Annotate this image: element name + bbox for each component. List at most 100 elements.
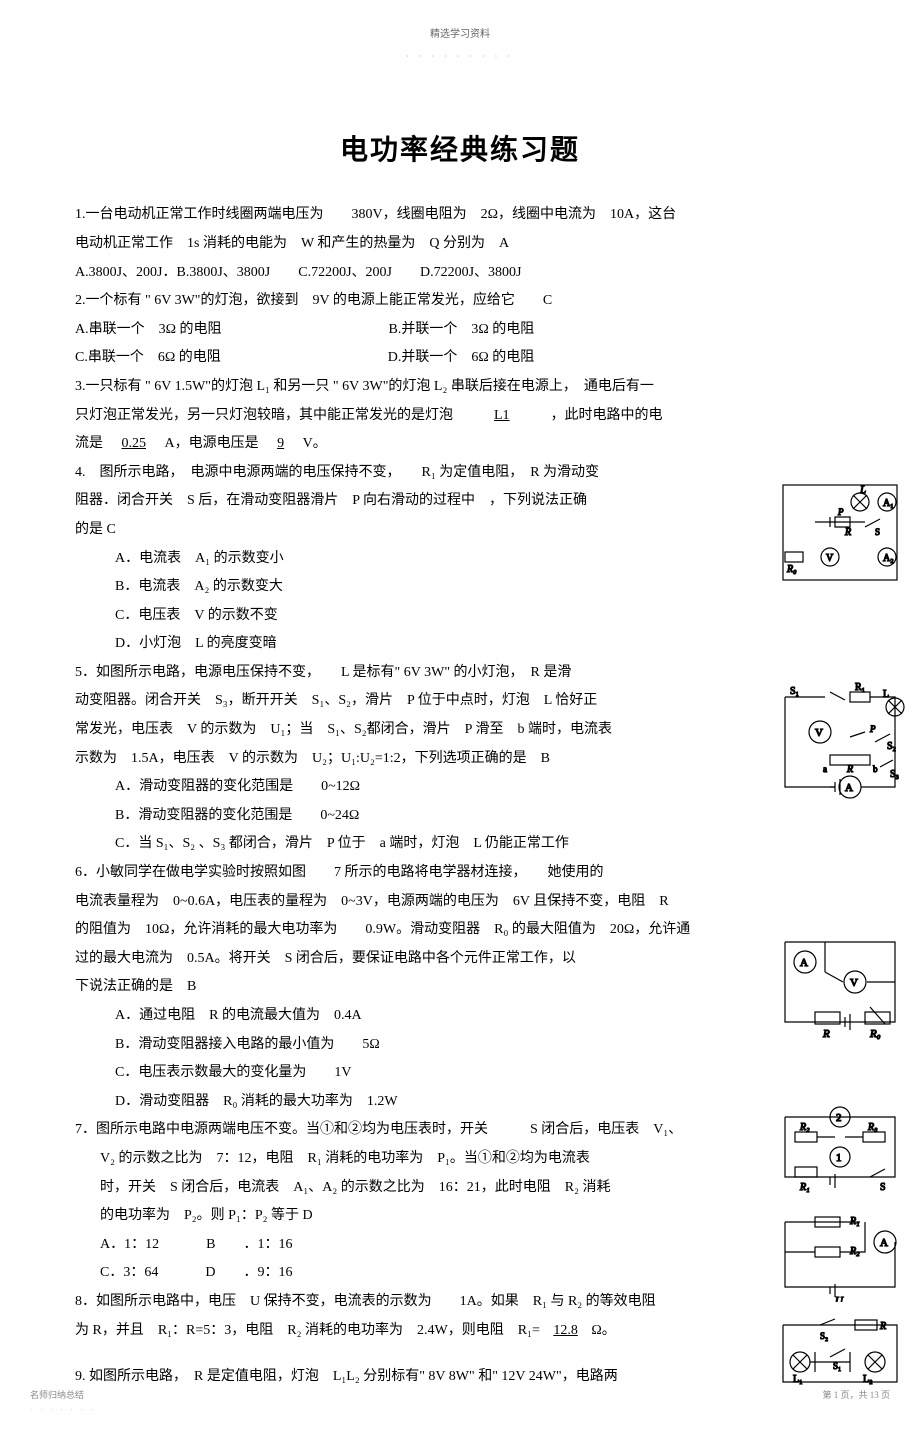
q7-optsCD: C．3：64 D ．9：16 bbox=[75, 1260, 845, 1287]
svg-text:b: b bbox=[873, 764, 878, 774]
circuit-q4-icon: L A₁ P R S R₀ V A₂ bbox=[775, 477, 905, 592]
q3-ans1: L1 bbox=[490, 408, 514, 423]
q1-line1: 1.一台电动机正常工作时线圈两端电压为 380V，线圈电阻为 2Ω，线圈中电流为… bbox=[75, 202, 845, 229]
q5-optB: B．滑动变阻器的变化范围是 0~24Ω bbox=[75, 803, 845, 830]
q3-t3b: A，电源电压是 bbox=[165, 436, 259, 451]
q8-line1: 8．如图所示电路中，电压 U 保持不变，电流表的示数为 1A。如果 R₁ 与 R… bbox=[75, 1289, 845, 1316]
footer-left: 名师归纳总结 · · · · · · · bbox=[30, 1387, 96, 1417]
figure-q5: S₁ R₁ L V P S₂ a Rb S₃ A bbox=[775, 682, 905, 812]
svg-text:S₁: S₁ bbox=[790, 686, 799, 697]
q1-line2: 电动机正常工作 1s 消耗的电能为 W 和产生的热量为 Q 分别为 A bbox=[75, 231, 845, 258]
q5-line3: 常发光，电压表 V 的示数为 U₁；当 S₁、S₂都闭合，滑片 P 滑至 b 端… bbox=[75, 717, 845, 744]
q6-line3: 的阻值为 10Ω，允许消耗的最大电功率为 0.9W。滑动变阻器 R₀ 的最大阻值… bbox=[75, 917, 845, 944]
q6-line2: 电流表量程为 0~0.6A，电压表的量程为 0~3V，电源两端的电压为 6V 且… bbox=[75, 889, 845, 916]
svg-text:R₀: R₀ bbox=[869, 1028, 881, 1040]
q4-optB: B．电流表 A₂ 的示数变大 bbox=[75, 574, 845, 601]
svg-text:S: S bbox=[880, 1182, 886, 1193]
svg-text:S₂: S₂ bbox=[820, 1331, 828, 1341]
svg-text:2: 2 bbox=[836, 1112, 842, 1124]
q6-optA: A．通过电阻 R 的电流最大值为 0.4A bbox=[75, 1003, 845, 1030]
q5-optC: C．当 S₁、S₂ 、S₃ 都闭合，滑片 P 位于 a 端时，灯泡 L 仍能正常… bbox=[75, 831, 845, 858]
q3-text: 只灯泡正常发光，另一只灯泡较暗，其中能正常发光的是灯泡 bbox=[75, 408, 453, 423]
q7-line2: V₂ 的示数之比为 7：12，电阻 R₁ 消耗的电功率为 P₁。当①和②均为电流… bbox=[75, 1146, 845, 1173]
q4-optC: C．电压表 V 的示数不变 bbox=[75, 603, 845, 630]
svg-text:1: 1 bbox=[836, 1152, 842, 1164]
svg-text:R: R bbox=[822, 1028, 830, 1040]
svg-text:A₁: A₁ bbox=[883, 498, 894, 509]
svg-text:R₁: R₁ bbox=[855, 682, 865, 693]
q3-t3a: 流是 bbox=[75, 436, 103, 451]
q6-optD: D．滑动变阻器 R₀ 消耗的最大功率为 1.2W bbox=[75, 1089, 845, 1116]
footer: 名师归纳总结 · · · · · · · 第 1 页，共 13 页 bbox=[30, 1387, 890, 1417]
svg-text:A: A bbox=[880, 1237, 888, 1249]
svg-text:R: R bbox=[879, 1321, 886, 1332]
circuit-q6-icon: A V R R₀ bbox=[775, 932, 905, 1042]
q7-optD: D ．9：16 bbox=[205, 1265, 292, 1280]
svg-text:A: A bbox=[845, 782, 853, 794]
q7-optsAB: A．1：12 B ．1：16 bbox=[75, 1232, 845, 1259]
q6-optB: B．滑动变阻器接入电路的最小值为 5Ω bbox=[75, 1032, 845, 1059]
svg-text:A₂: A₂ bbox=[883, 553, 894, 564]
q7-line4: 的电功率为 P₂。则 P₁：P₂ 等于 D bbox=[75, 1203, 845, 1230]
q6-line5: 下说法正确的是 B bbox=[75, 974, 845, 1001]
figure-q8: R₁ R₂ A U bbox=[775, 1212, 905, 1302]
q1-opts: A.3800J、200J．B.3800J、3800J C.72200J、200J… bbox=[75, 260, 845, 287]
svg-text:P: P bbox=[837, 507, 844, 517]
q6-line1: 6．小敏同学在做电学实验时按照如图 7 所示的电路将电学器材连接， 她使用的 bbox=[75, 860, 845, 887]
q3-line2: 只灯泡正常发光，另一只灯泡较暗，其中能正常发光的是灯泡 L1 ，此时电路中的电 bbox=[75, 403, 845, 430]
q6-optC: C．电压表示数最大的变化量为 1V bbox=[75, 1060, 845, 1087]
q4-line3: 的是 C bbox=[75, 517, 845, 544]
q4-line2: 阻器．闭合开关 S 后，在滑动变阻器滑片 P 向右滑动的过程中 ，下列说法正确 bbox=[75, 488, 845, 515]
q8-t2a: 为 R，并且 R₁：R=5：3，电阻 R₂ 消耗的电功率为 2.4W，则电阻 R… bbox=[75, 1323, 540, 1338]
q3-t3c: V。 bbox=[303, 436, 327, 451]
q2-optC: C.串联一个 6Ω 的电阻 bbox=[75, 350, 221, 365]
q7-optA: A．1：12 bbox=[100, 1237, 159, 1252]
footer-right: 第 1 页，共 13 页 bbox=[822, 1387, 890, 1417]
q2-optD: D.并联一个 6Ω 的电阻 bbox=[388, 350, 535, 365]
q7-line1: 7．图所示电路中电源两端电压不变。当①和②均为电压表时，开关 S 闭合后，电压表… bbox=[75, 1117, 845, 1144]
svg-text:V: V bbox=[850, 977, 858, 989]
header-dots: · · · · · · · · · bbox=[75, 49, 845, 64]
circuit-q7-icon: 2 R₂ R₃ 1 R₁ S bbox=[775, 1097, 905, 1197]
q2-optA: A.串联一个 3Ω 的电阻 bbox=[75, 322, 222, 337]
svg-text:L₂: L₂ bbox=[863, 1374, 873, 1385]
figure-q6: A V R R₀ bbox=[775, 932, 905, 1042]
q2-opts-cd: C.串联一个 6Ω 的电阻 D.并联一个 6Ω 的电阻 bbox=[75, 345, 845, 372]
q8-line2: 为 R，并且 R₁：R=5：3，电阻 R₂ 消耗的电功率为 2.4W，则电阻 R… bbox=[75, 1318, 845, 1345]
svg-text:A: A bbox=[800, 957, 808, 969]
circuit-q8-icon: R₁ R₂ A U bbox=[775, 1212, 905, 1302]
q5-optA: A．滑动变阻器的变化范围是 0~12Ω bbox=[75, 774, 845, 801]
q2-line1: 2.一个标有 " 6V 3W"的灯泡，欲接到 9V 的电源上能正常发光，应给它 … bbox=[75, 288, 845, 315]
svg-text:V: V bbox=[815, 727, 823, 739]
figure-q7: 2 R₂ R₃ 1 R₁ S bbox=[775, 1097, 905, 1197]
figure-q4: L A₁ P R S R₀ V A₂ bbox=[775, 477, 905, 592]
svg-text:R₃: R₃ bbox=[867, 1122, 878, 1133]
q8-t2b: Ω。 bbox=[591, 1323, 615, 1338]
svg-text:U: U bbox=[835, 1295, 844, 1302]
footer-left-text: 名师归纳总结 bbox=[30, 1387, 96, 1404]
circuit-q5-icon: S₁ R₁ L V P S₂ a Rb S₃ A bbox=[775, 682, 905, 812]
q3-ans3: 9 bbox=[262, 436, 299, 451]
q6-line4: 过的最大电流为 0.5A。将开关 S 闭合后，要保证电路中各个元件正常工作，以 bbox=[75, 946, 845, 973]
svg-text:L: L bbox=[883, 689, 889, 700]
svg-text:R₂: R₂ bbox=[799, 1122, 810, 1133]
svg-text:R: R bbox=[844, 527, 851, 538]
q7-line3: 时，开关 S 闭合后，电流表 A₁、A₂ 的示数之比为 16：21，此时电阻 R… bbox=[75, 1175, 845, 1202]
q5-line4: 示数为 1.5A，电压表 V 的示数为 U₂；U₁:U₂=1:2，下列选项正确的… bbox=[75, 746, 845, 773]
footer-left-dots: · · · · · · · bbox=[30, 1404, 96, 1417]
page-title: 电功率经典练习题 bbox=[75, 124, 845, 177]
svg-text:R₁: R₁ bbox=[799, 1182, 810, 1193]
q5-line1: 5．如图所示电路，电源电压保持不变， L 是标有" 6V 3W" 的小灯泡， R… bbox=[75, 660, 845, 687]
svg-text:R₀: R₀ bbox=[786, 564, 797, 575]
svg-text:S: S bbox=[875, 527, 880, 537]
q5-line2: 动变阻器。闭合开关 S₃，断开开关 S₁、S₂，滑片 P 位于中点时，灯泡 L … bbox=[75, 688, 845, 715]
q7-optB: B ．1：16 bbox=[206, 1237, 292, 1252]
q3-ans2: 0.25 bbox=[107, 436, 162, 451]
q4-optA: A．电流表 A₁ 的示数变小 bbox=[75, 546, 845, 573]
q2-optB: B.并联一个 3Ω 的电阻 bbox=[389, 322, 535, 337]
circuit-q9-icon: S₂ R L₁ S₁ L₂ bbox=[775, 1317, 905, 1392]
q7-optC: C．3：64 bbox=[100, 1265, 158, 1280]
q3-line1: 3.一只标有 " 6V 1.5W"的灯泡 L₁ 和另一只 " 6V 3W"的灯泡… bbox=[75, 374, 845, 401]
q3-line3: 流是 0.25 A，电源电压是 9 V。 bbox=[75, 431, 845, 458]
svg-text:a: a bbox=[823, 764, 827, 774]
